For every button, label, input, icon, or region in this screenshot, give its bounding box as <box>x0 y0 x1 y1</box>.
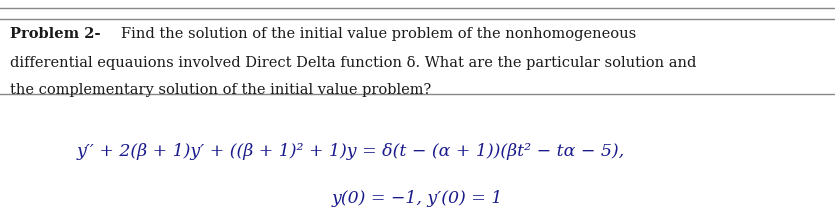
Text: differential equauions involved Direct Delta function δ. What are the particular: differential equauions involved Direct D… <box>10 56 696 70</box>
Text: the complementary solution of the initial value problem?: the complementary solution of the initia… <box>10 83 431 97</box>
Text: y′′ + 2(β + 1)y′ + ((β + 1)² + 1)y = δ(t − (α + 1))(βt² − tα − 5),: y′′ + 2(β + 1)y′ + ((β + 1)² + 1)y = δ(t… <box>77 143 625 160</box>
Text: Problem 2-: Problem 2- <box>10 27 100 41</box>
Text: Find the solution of the initial value problem of the nonhomogeneous: Find the solution of the initial value p… <box>121 27 636 41</box>
Text: y(0) = −1, y′(0) = 1: y(0) = −1, y′(0) = 1 <box>331 189 504 207</box>
